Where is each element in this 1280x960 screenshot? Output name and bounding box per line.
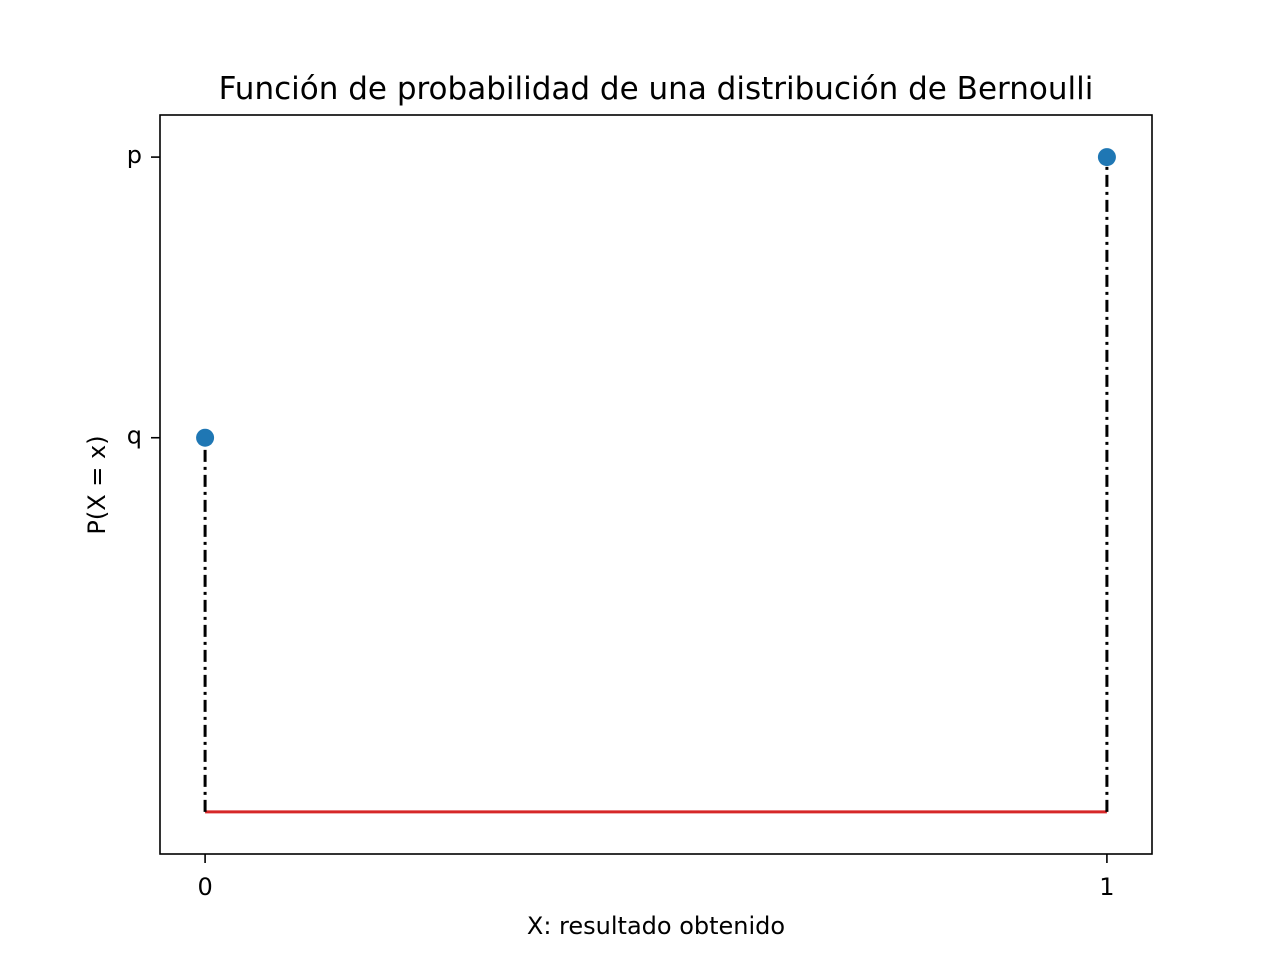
data-point-0 bbox=[196, 428, 215, 447]
x-tick-label-1: 1 bbox=[1099, 873, 1114, 901]
y-tick-label-0: q bbox=[127, 422, 142, 450]
axes-frame bbox=[159, 114, 1153, 855]
y-axis-label: P(X = x) bbox=[83, 435, 111, 534]
chart-title: Función de probabilidad de una distribuc… bbox=[219, 71, 1094, 107]
y-tick-label-1: p bbox=[127, 141, 142, 169]
plot-area bbox=[196, 148, 1116, 814]
x-axis-label: X: resultado obtenido bbox=[527, 912, 785, 940]
y-axis-ticks: qp bbox=[127, 141, 160, 450]
data-point-1 bbox=[1097, 148, 1116, 167]
x-tick-label-0: 0 bbox=[197, 873, 212, 901]
